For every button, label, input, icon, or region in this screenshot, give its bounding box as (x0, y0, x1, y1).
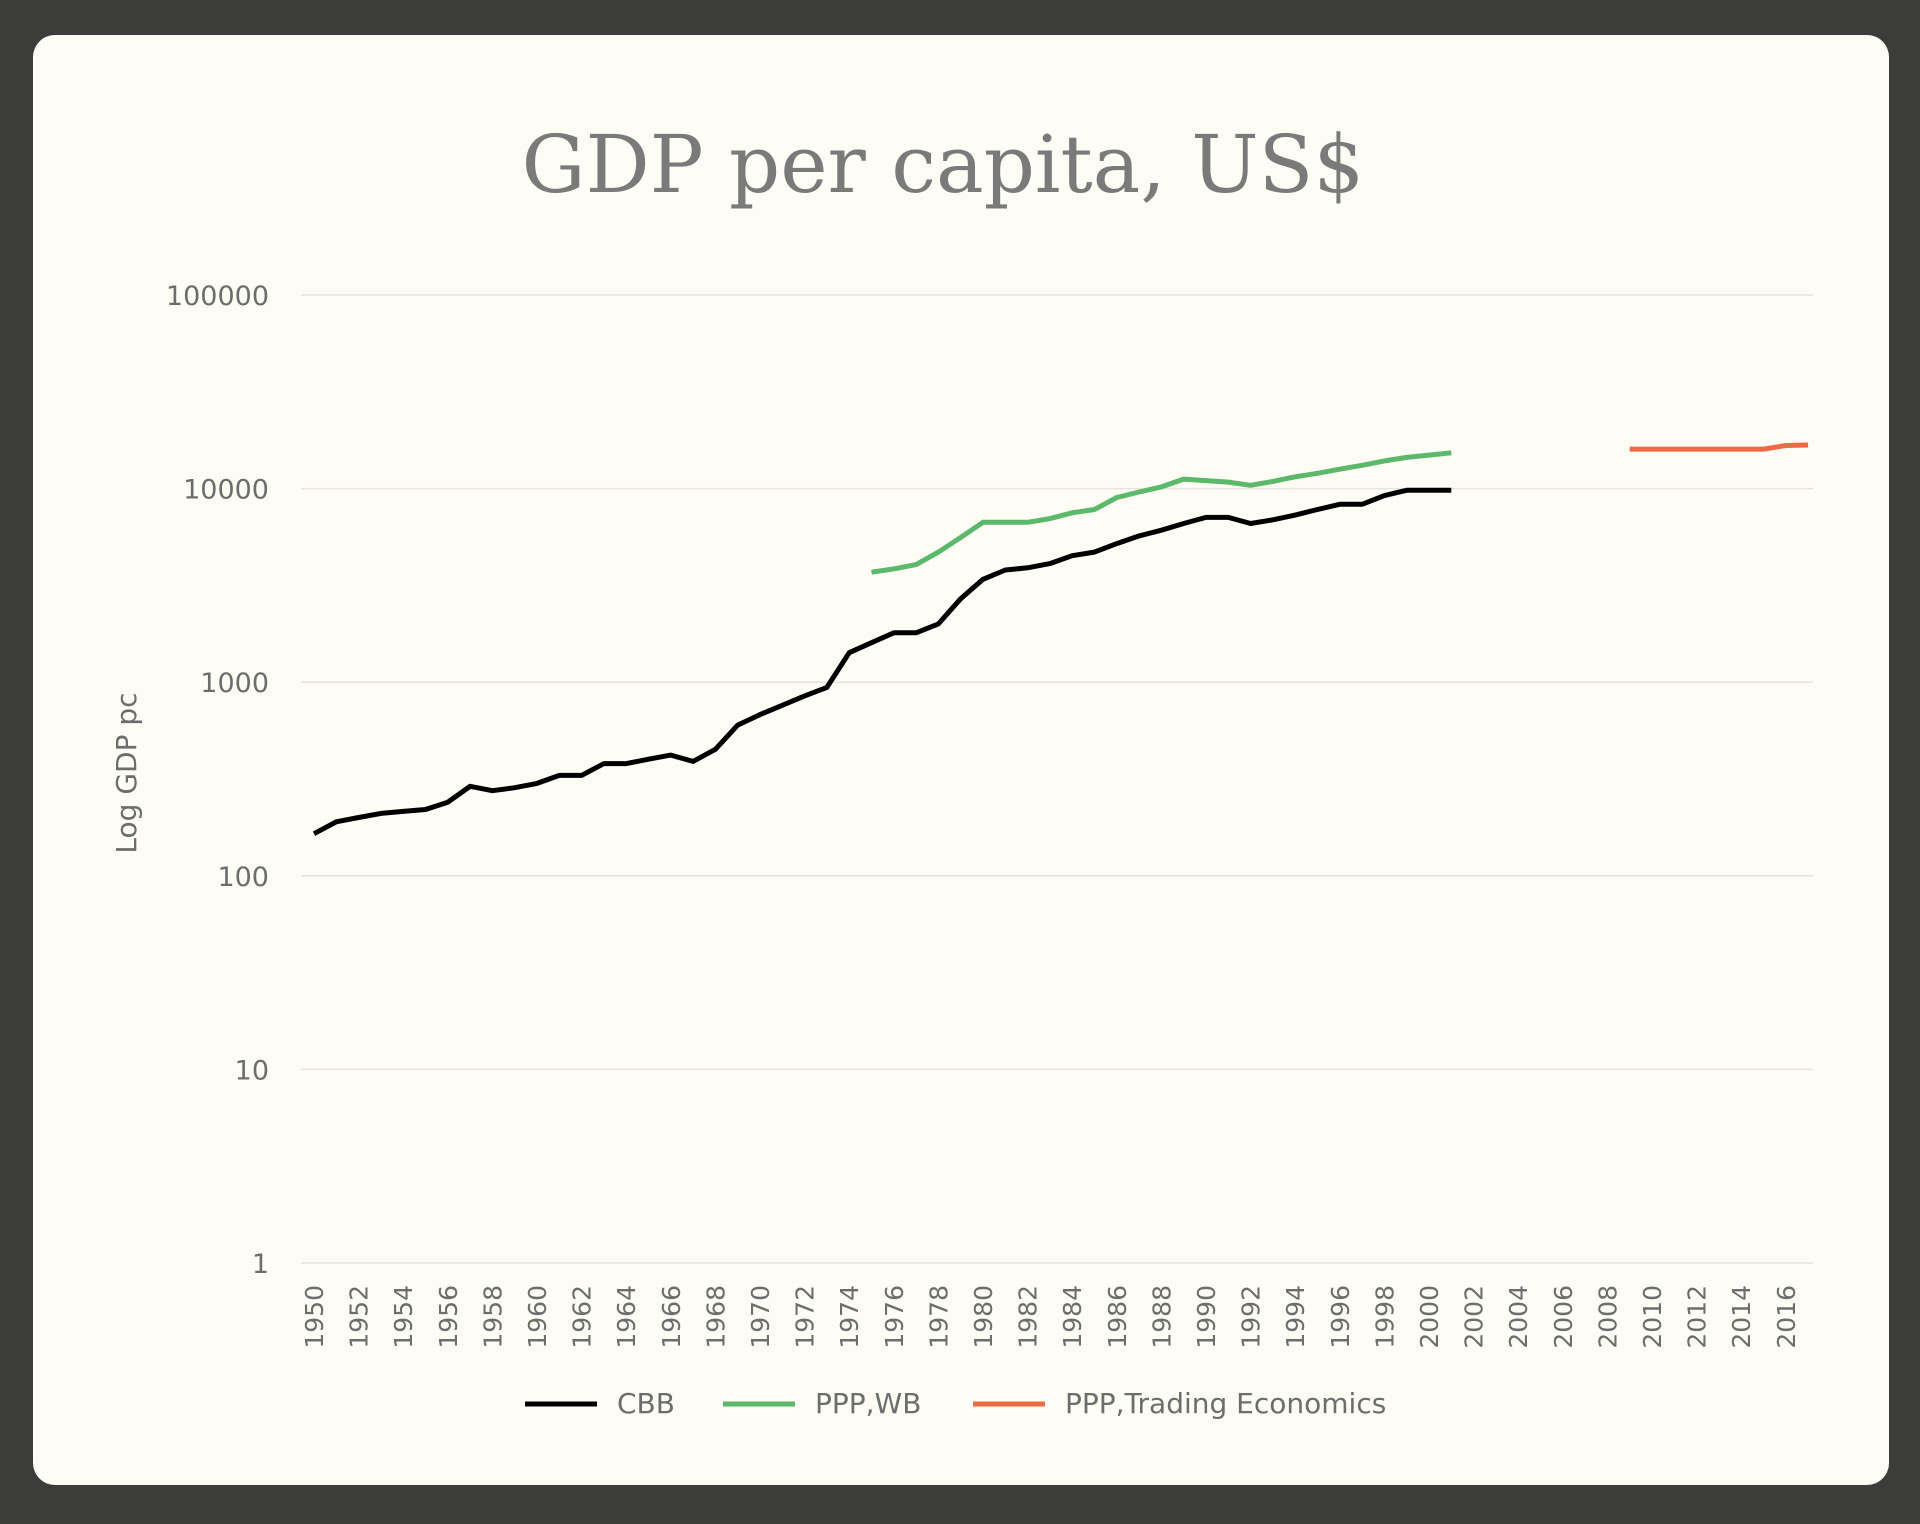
series-lines (312, 442, 1809, 836)
series-line-cbb (312, 487, 1452, 836)
x-tick-label: 1994 (1281, 1285, 1310, 1349)
x-tick-label: 1974 (835, 1285, 864, 1349)
x-tick-label: 1962 (568, 1285, 597, 1349)
x-tick-label: 1968 (701, 1285, 730, 1349)
x-tick-label: 1960 (523, 1285, 552, 1349)
x-tick-label: 1964 (612, 1285, 641, 1349)
x-tick-label: 1966 (657, 1285, 686, 1349)
y-tick-labels: 1 10 100 1000 10000 100000 (166, 281, 269, 1280)
x-tick-label: 2008 (1593, 1285, 1622, 1349)
y-tick-label: 100000 (166, 281, 269, 312)
x-tick-label: 1984 (1058, 1285, 1087, 1349)
x-tick-label: 2012 (1683, 1285, 1712, 1349)
x-tick-label: 1978 (924, 1285, 953, 1349)
y-axis-label: Log GDP pc (110, 692, 143, 853)
y-tick-label: 10 (235, 1055, 269, 1086)
x-tick-label: 1972 (791, 1285, 820, 1349)
x-tick-label: 2002 (1460, 1285, 1489, 1349)
y-tick-label: 10000 (183, 475, 269, 506)
x-tick-label: 1998 (1370, 1285, 1399, 1349)
x-tick-label: 1956 (434, 1285, 463, 1349)
legend-label: CBB (617, 1387, 675, 1420)
x-tick-label: 1982 (1014, 1285, 1043, 1349)
y-tick-label: 100 (217, 862, 269, 893)
x-tick-label: 1952 (345, 1285, 374, 1349)
x-tick-label: 1950 (300, 1285, 329, 1349)
chart-svg: GDP per capita, US$ Log GDP pc 1 10 100 100… (110, 118, 1813, 1420)
y-tick-label: 1000 (200, 668, 269, 699)
chart-title: GDP per capita, US$ (522, 118, 1365, 211)
legend-label: PPP,WB (815, 1387, 921, 1420)
x-tick-label: 1970 (746, 1285, 775, 1349)
x-tick-label: 1954 (389, 1285, 418, 1349)
y-tick-label: 1 (252, 1249, 269, 1280)
series-line-ppp-wb (871, 450, 1452, 575)
grid-lines (301, 294, 1813, 1264)
x-tick-label: 2006 (1549, 1285, 1578, 1349)
series-line-ppp-trading-economics (1629, 442, 1809, 452)
legend-label: PPP,Trading Economics (1065, 1387, 1386, 1420)
x-tick-label: 2000 (1415, 1285, 1444, 1349)
x-tick-label: 2014 (1727, 1285, 1756, 1349)
x-tick-label: 1958 (478, 1285, 507, 1349)
x-tick-labels: 1950 1952 1954 1956 1958 1960 1962 1964 1966 1968… (300, 1285, 1801, 1349)
chart-card: GDP per capita, US$ Log GDP pc 1 10 100 100… (33, 35, 1889, 1485)
x-tick-label: 1986 (1103, 1285, 1132, 1349)
x-tick-label: 1980 (969, 1285, 998, 1349)
x-tick-label: 1976 (880, 1285, 909, 1349)
x-tick-label: 1996 (1326, 1285, 1355, 1349)
x-tick-label: 1988 (1147, 1285, 1176, 1349)
x-tick-label: 2010 (1638, 1285, 1667, 1349)
x-tick-label: 1990 (1192, 1285, 1221, 1349)
legend: CBB PPP,WB PPP,Trading Economics (525, 1387, 1386, 1420)
x-tick-label: 2004 (1504, 1285, 1533, 1349)
x-tick-label: 2016 (1772, 1285, 1801, 1349)
x-tick-label: 1992 (1237, 1285, 1266, 1349)
